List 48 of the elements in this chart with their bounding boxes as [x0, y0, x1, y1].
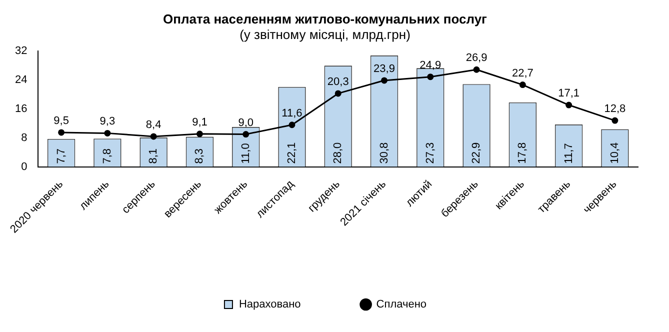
point: [288, 122, 296, 128]
y-tick-label: 0: [21, 160, 28, 173]
point: [612, 117, 618, 124]
point: [242, 131, 250, 138]
data-label: 17,8: [516, 142, 529, 164]
data-label: 9,1: [192, 116, 208, 128]
data-label: 27,3: [424, 142, 436, 164]
data-label: 22,9: [470, 142, 483, 164]
data-label: 23,9: [374, 62, 395, 75]
data-label: 11,7: [562, 143, 575, 164]
data-label: 7,8: [101, 148, 114, 164]
data-label: 22,7: [512, 67, 534, 80]
y-tick-label: 24: [14, 74, 28, 86]
legend-label: Сплачено: [376, 298, 427, 311]
data-label: 8,4: [146, 118, 162, 131]
y-tick-label: 16: [14, 103, 28, 116]
y-tick-label: 8: [21, 132, 28, 144]
data-label: 22,1: [286, 142, 298, 164]
point: [196, 130, 203, 138]
y-tick-label: 32: [14, 45, 28, 58]
point: [58, 129, 65, 136]
chart-subtitle: (у звітному місяці, млрд.грн): [240, 26, 410, 42]
point: [150, 133, 157, 140]
data-label: 11,6: [282, 107, 302, 120]
data-label: 24,9: [420, 59, 442, 72]
data-label: 17,1: [558, 88, 580, 100]
point: [381, 77, 388, 84]
point: [104, 130, 111, 136]
data-label: 10,4: [608, 142, 621, 164]
data-label: 7,7: [55, 148, 68, 164]
data-label: 8,3: [194, 148, 206, 164]
point: [566, 102, 572, 108]
data-label: 30,8: [378, 142, 390, 164]
point: [334, 90, 342, 97]
data-label: 12,8: [604, 103, 626, 116]
data-label: 9,3: [100, 116, 116, 128]
data-label: 11,0: [240, 143, 252, 164]
point: [427, 74, 434, 80]
data-label: 26,9: [466, 52, 488, 64]
data-label: 9,5: [54, 115, 69, 127]
data-label: 8,1: [148, 148, 160, 164]
point: [519, 82, 526, 88]
chart-title: Оплата населенням житлово-комунальних послуг: [163, 11, 488, 26]
data-label: 20,3: [327, 76, 349, 88]
data-label: 28,0: [332, 142, 344, 164]
data-label: 9,0: [238, 116, 254, 129]
point: [473, 66, 480, 73]
legend-label: Нараховано: [238, 298, 301, 311]
